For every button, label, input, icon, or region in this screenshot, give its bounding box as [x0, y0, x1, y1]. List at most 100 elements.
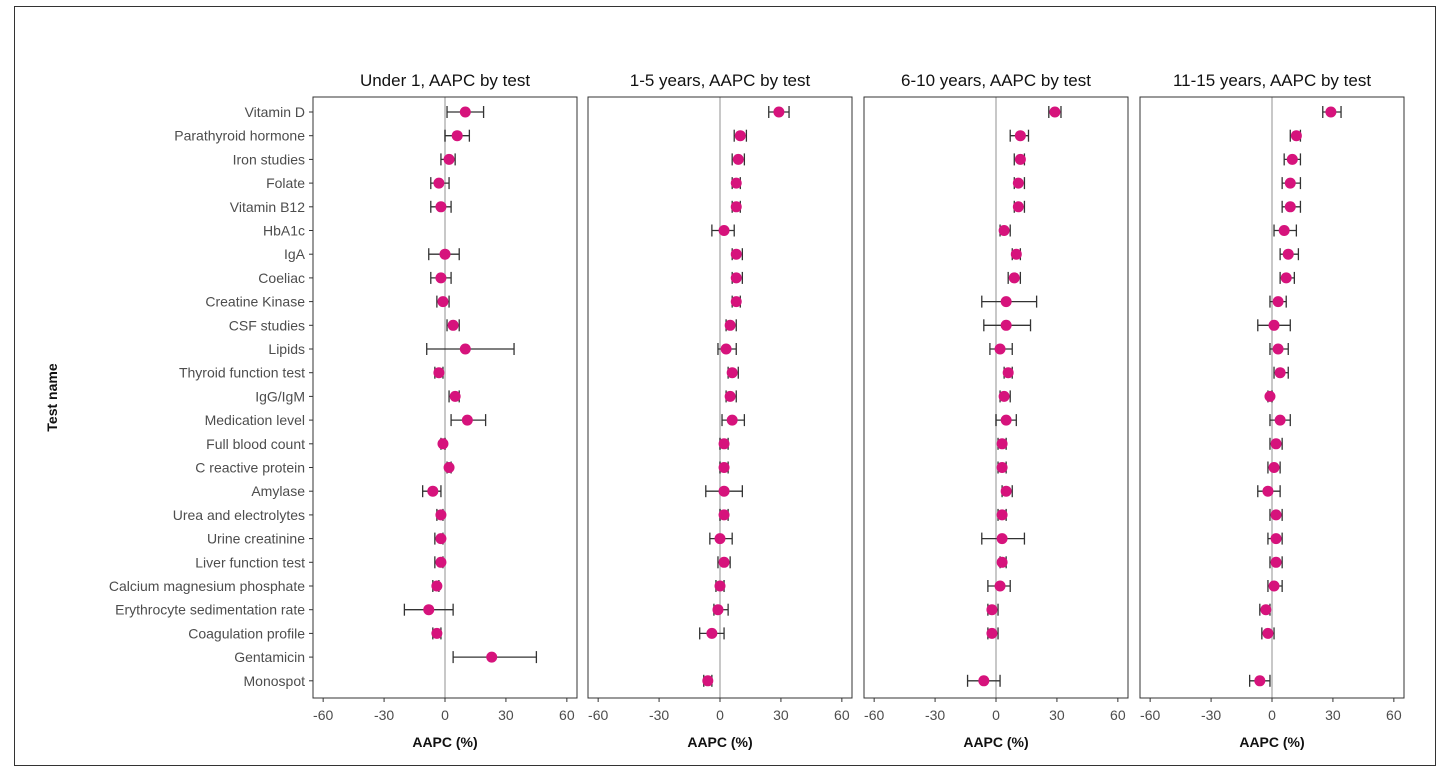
aapc-point: [996, 462, 1008, 473]
aapc-point: [459, 343, 471, 355]
aapc-point: [986, 627, 998, 639]
aapc-point: [1274, 367, 1286, 379]
category-label: CSF studies: [229, 317, 305, 333]
aapc-point: [1002, 367, 1014, 379]
aapc-point: [986, 604, 998, 616]
aapc-point: [1014, 130, 1026, 142]
category-label: Gentamicin: [234, 649, 305, 665]
category-label: Monospot: [244, 673, 306, 689]
x-tick-label: -60: [588, 707, 608, 723]
aapc-point: [720, 343, 732, 355]
x-tick-label: -30: [1201, 707, 1221, 723]
aapc-point: [1260, 604, 1272, 616]
aapc-point: [718, 485, 730, 497]
category-label: Amylase: [251, 483, 305, 499]
category-label: Lipids: [268, 341, 305, 357]
x-tick-label: 0: [992, 707, 1000, 723]
aapc-point: [718, 462, 730, 473]
aapc-point: [730, 177, 742, 189]
aapc-point: [730, 201, 742, 213]
aapc-point: [1272, 343, 1284, 355]
aapc-point: [998, 390, 1010, 402]
aapc-point: [732, 153, 744, 165]
aapc-point: [435, 556, 447, 568]
aapc-point: [730, 296, 742, 308]
aapc-point: [1268, 319, 1280, 331]
aapc-point: [449, 390, 461, 402]
category-label: Vitamin B12: [230, 199, 305, 215]
aapc-point: [994, 343, 1006, 355]
aapc-point: [730, 248, 742, 260]
x-tick-label: -60: [864, 707, 884, 723]
aapc-point: [712, 604, 724, 616]
aapc-point: [443, 153, 455, 165]
category-label: Erythrocyte sedimentation rate: [115, 602, 305, 618]
aapc-point: [439, 248, 451, 260]
x-tick-label: 0: [1268, 707, 1276, 723]
aapc-point: [431, 627, 443, 639]
x-tick-label: 30: [773, 707, 789, 723]
aapc-point: [451, 130, 463, 142]
aapc-point: [1286, 153, 1298, 165]
figure-frame: [14, 6, 1436, 766]
aapc-point: [461, 414, 473, 426]
category-label: IgG/IgM: [255, 388, 305, 404]
aapc-point: [714, 533, 726, 545]
aapc-point: [734, 130, 746, 142]
aapc-point: [996, 438, 1008, 450]
aapc-point: [1262, 485, 1274, 497]
aapc-point: [459, 106, 471, 118]
aapc-point: [486, 651, 498, 663]
aapc-point: [1268, 580, 1280, 592]
aapc-point: [1274, 414, 1286, 426]
x-axis-title: AAPC (%): [1239, 734, 1304, 750]
aapc-point: [730, 272, 742, 284]
category-label: Folate: [266, 175, 305, 191]
x-tick-label: 60: [1110, 707, 1126, 723]
aapc-point: [978, 675, 990, 687]
x-tick-label: 0: [716, 707, 724, 723]
aapc-point: [1270, 438, 1282, 450]
x-tick-label: -30: [925, 707, 945, 723]
aapc-point: [773, 106, 785, 118]
category-label: Urine creatinine: [207, 531, 305, 547]
category-label: Coagulation profile: [188, 625, 305, 641]
aapc-point: [702, 675, 714, 687]
category-label: Medication level: [205, 412, 305, 428]
aapc-point: [724, 319, 736, 331]
aapc-point: [1278, 225, 1290, 236]
aapc-point: [706, 627, 718, 639]
category-label: Creatine Kinase: [205, 294, 305, 310]
aapc-point: [1270, 556, 1282, 568]
aapc-point: [435, 509, 447, 521]
aapc-point: [1010, 248, 1022, 260]
category-label: Coeliac: [258, 270, 305, 286]
aapc-point: [718, 556, 730, 568]
panel-title: 1-5 years, AAPC by test: [630, 71, 811, 90]
panel-title: 6-10 years, AAPC by test: [901, 71, 1091, 90]
aapc-point: [714, 580, 726, 592]
aapc-point: [718, 225, 730, 236]
category-label: Vitamin D: [245, 104, 305, 120]
aapc-point: [435, 272, 447, 284]
aapc-point: [1290, 130, 1302, 142]
category-label: C reactive protein: [195, 460, 305, 476]
category-label: Urea and electrolytes: [173, 507, 305, 523]
x-tick-label: 60: [1386, 707, 1402, 723]
aapc-point: [1012, 201, 1024, 213]
y-axis-title: Test name: [44, 363, 60, 431]
x-axis-title: AAPC (%): [963, 734, 1028, 750]
aapc-point: [1014, 153, 1026, 165]
aapc-point: [1284, 201, 1296, 213]
aapc-point: [718, 438, 730, 450]
aapc-point: [1282, 248, 1294, 260]
category-label: IgA: [284, 246, 306, 262]
aapc-point: [1268, 462, 1280, 473]
category-label: Liver function test: [195, 554, 305, 570]
x-tick-label: 60: [559, 707, 575, 723]
aapc-point: [994, 580, 1006, 592]
aapc-point: [726, 367, 738, 379]
aapc-point: [433, 177, 445, 189]
x-tick-label: 0: [441, 707, 449, 723]
